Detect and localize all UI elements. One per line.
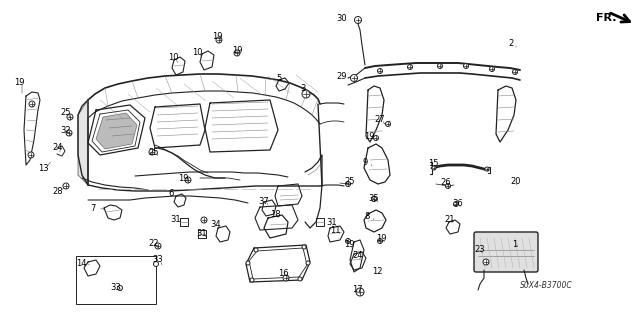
Text: 25: 25: [60, 108, 70, 116]
Circle shape: [355, 17, 362, 23]
Text: 3: 3: [300, 84, 305, 92]
Circle shape: [374, 135, 378, 140]
Circle shape: [63, 183, 69, 189]
Circle shape: [302, 90, 310, 98]
Text: 22: 22: [148, 238, 159, 247]
Text: 19: 19: [178, 173, 189, 182]
Text: 29: 29: [336, 71, 346, 81]
Text: 6: 6: [168, 188, 173, 197]
Text: 19: 19: [212, 31, 223, 41]
Text: 36: 36: [452, 198, 463, 207]
Circle shape: [351, 75, 358, 82]
Text: 12: 12: [372, 268, 383, 276]
Text: 17: 17: [352, 285, 363, 294]
Circle shape: [485, 167, 489, 171]
Circle shape: [28, 152, 34, 158]
Text: 23: 23: [474, 244, 484, 253]
Circle shape: [432, 166, 436, 170]
Text: 24: 24: [352, 252, 362, 260]
Bar: [76, 256, 156, 304]
Text: 34: 34: [210, 220, 221, 228]
Text: 13: 13: [38, 164, 49, 172]
Text: 9: 9: [362, 157, 367, 166]
Circle shape: [513, 69, 518, 75]
Text: 33: 33: [152, 255, 163, 265]
Circle shape: [155, 243, 161, 249]
Circle shape: [490, 67, 495, 71]
Circle shape: [254, 248, 258, 252]
Text: 10: 10: [192, 47, 202, 57]
Text: 33: 33: [110, 283, 121, 292]
Circle shape: [385, 122, 390, 126]
Circle shape: [378, 238, 383, 244]
Circle shape: [346, 181, 351, 187]
Text: 30: 30: [336, 13, 347, 22]
Text: 27: 27: [374, 115, 385, 124]
Circle shape: [454, 202, 458, 206]
Text: 2: 2: [508, 38, 513, 47]
Text: 28: 28: [52, 187, 63, 196]
Circle shape: [483, 259, 489, 265]
Circle shape: [29, 101, 35, 107]
Text: 1: 1: [512, 239, 517, 249]
Circle shape: [185, 177, 191, 183]
Text: 32: 32: [60, 125, 70, 134]
Text: 20: 20: [510, 177, 520, 186]
Circle shape: [356, 288, 364, 296]
Polygon shape: [96, 113, 137, 149]
Circle shape: [216, 37, 222, 43]
Text: 18: 18: [270, 210, 280, 219]
Circle shape: [378, 68, 383, 74]
Circle shape: [250, 278, 254, 282]
Circle shape: [149, 149, 155, 155]
Circle shape: [234, 50, 240, 56]
Text: 15: 15: [428, 158, 438, 167]
Text: 31: 31: [196, 228, 207, 237]
Text: 31: 31: [170, 214, 180, 223]
Text: 19: 19: [344, 239, 355, 249]
Circle shape: [283, 275, 289, 281]
Text: 25: 25: [344, 177, 355, 186]
Text: 35: 35: [368, 194, 379, 203]
Text: 7: 7: [90, 204, 95, 212]
Text: 26: 26: [440, 178, 451, 187]
Text: 31: 31: [326, 218, 337, 227]
Circle shape: [438, 63, 442, 68]
Text: 21: 21: [444, 214, 454, 223]
Circle shape: [445, 183, 451, 188]
Polygon shape: [78, 100, 88, 185]
FancyBboxPatch shape: [474, 232, 538, 272]
Text: 37: 37: [258, 196, 269, 205]
Text: 16: 16: [278, 269, 289, 278]
Text: 25: 25: [148, 148, 159, 156]
Text: 10: 10: [168, 52, 179, 61]
Circle shape: [246, 261, 250, 265]
Circle shape: [66, 130, 72, 136]
Circle shape: [408, 65, 413, 69]
Text: 11: 11: [330, 226, 340, 235]
Text: 14: 14: [76, 259, 86, 268]
Text: 24: 24: [52, 142, 63, 151]
Circle shape: [201, 217, 207, 223]
Circle shape: [118, 285, 122, 291]
Text: 19: 19: [376, 234, 387, 243]
Circle shape: [298, 277, 302, 281]
Circle shape: [302, 245, 306, 249]
Text: FR.: FR.: [596, 13, 616, 23]
Circle shape: [371, 196, 376, 202]
Circle shape: [67, 114, 73, 120]
Circle shape: [346, 238, 351, 244]
Text: 19: 19: [364, 132, 374, 140]
Circle shape: [154, 261, 159, 267]
Text: 19: 19: [232, 45, 243, 54]
Circle shape: [463, 63, 468, 68]
Text: 5: 5: [276, 74, 281, 83]
Text: 19: 19: [14, 77, 24, 86]
Text: S0X4-B3700C: S0X4-B3700C: [520, 282, 573, 291]
Circle shape: [306, 261, 310, 265]
Text: 8: 8: [364, 212, 369, 220]
